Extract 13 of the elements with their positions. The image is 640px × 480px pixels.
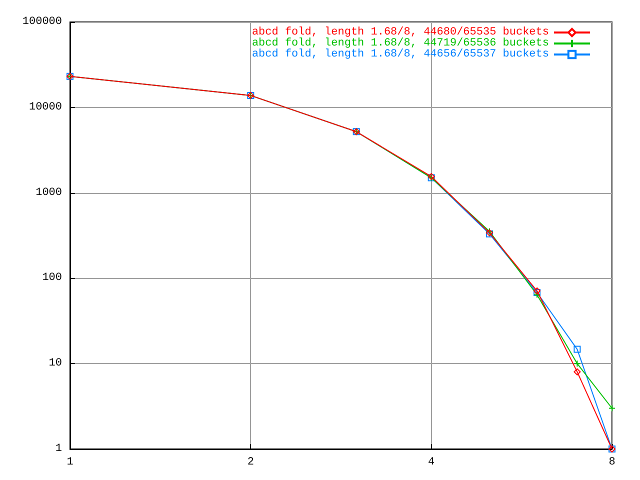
- y-tick-label: 1: [55, 443, 62, 455]
- y-tick-label: 100000: [22, 16, 62, 28]
- x-tick-label: 2: [247, 456, 254, 468]
- legend-label: abcd fold, length 1.68/8, 44680/65535 buckets: [252, 26, 549, 38]
- x-tick-label: 1: [66, 456, 74, 468]
- legend-label: abcd fold, length 1.68/8, 44719/65536 buckets: [252, 38, 549, 50]
- y-tick-label: 10: [48, 358, 62, 370]
- y-tick-label: 1000: [36, 186, 62, 199]
- x-tick-label: 4: [428, 456, 436, 468]
- x-tick-label: 8: [608, 456, 616, 468]
- legend-label: abcd fold, length 1.68/8, 44656/65537 buckets: [252, 48, 549, 60]
- y-tick-label: 10000: [28, 101, 62, 114]
- y-tick-label: 100: [42, 272, 62, 284]
